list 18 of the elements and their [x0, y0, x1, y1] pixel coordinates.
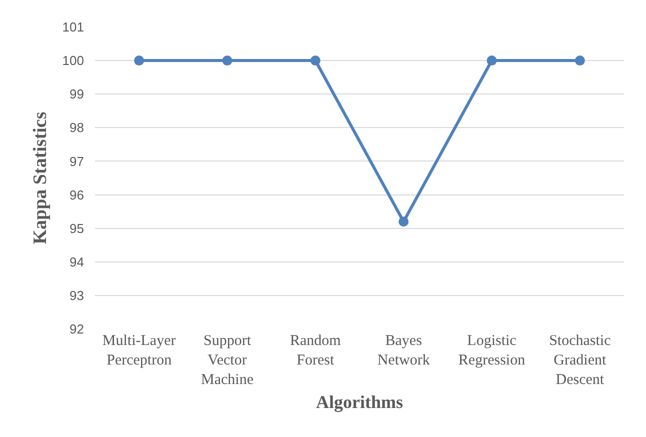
y-tick-label: 96 [70, 187, 84, 202]
y-tick-label: 95 [70, 220, 84, 236]
x-tick-label: Random Forest [290, 333, 342, 368]
y-tick-label: 100 [62, 53, 84, 68]
y-axis-title: Kappa Statistics [30, 112, 52, 244]
y-tick-label: 98 [70, 120, 84, 136]
x-tick-label: Support Vector Machine [201, 333, 254, 388]
x-axis-title: Algorithms [316, 392, 403, 412]
x-tick-label: Bayes Network [377, 333, 430, 368]
x-tick-label: Multi-Layer Perceptron [102, 333, 176, 368]
y-tick-label: 101 [62, 20, 84, 35]
y-tick-label: 97 [70, 154, 84, 169]
x-tick-label: Logistic Regression [458, 333, 526, 368]
y-tick-label: 93 [70, 288, 84, 303]
y-tick-label: 94 [70, 254, 84, 270]
x-tick-label: Stochastic Gradient Descent [549, 333, 612, 388]
y-tick-label: 99 [70, 86, 84, 102]
y-tick-label: 92 [70, 322, 84, 337]
